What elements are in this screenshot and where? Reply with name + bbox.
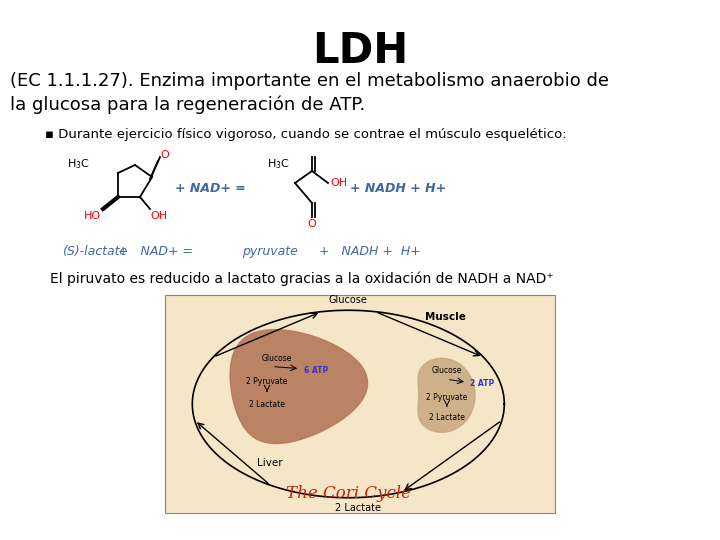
Text: 2 Lactate: 2 Lactate [249, 400, 285, 409]
Text: LDH: LDH [312, 30, 408, 72]
Text: Glucose: Glucose [432, 366, 462, 375]
Text: ▪ Durante ejercicio físico vigoroso, cuando se contrae el músculo esquelético:: ▪ Durante ejercicio físico vigoroso, cua… [45, 128, 567, 141]
Polygon shape [230, 329, 367, 443]
Text: OH: OH [330, 178, 347, 188]
Text: 2 Lactate: 2 Lactate [429, 413, 465, 422]
Text: Glucose: Glucose [262, 354, 292, 363]
Text: 6 ATP: 6 ATP [304, 366, 328, 375]
Text: O: O [307, 219, 316, 229]
Polygon shape [418, 358, 475, 433]
Text: 2 Lactate: 2 Lactate [336, 503, 382, 513]
Text: 2 Pyruvate: 2 Pyruvate [426, 393, 467, 402]
Text: + NADH + H+: + NADH + H+ [350, 181, 446, 194]
Text: (S)-lactate: (S)-lactate [63, 245, 127, 258]
Text: O: O [160, 150, 168, 160]
Text: Muscle: Muscle [426, 313, 467, 322]
Text: +   NAD+ =: + NAD+ = [117, 245, 192, 258]
Text: (EC 1.1.1.27). Enzima importante en el metabolismo anaerobio de
la glucosa para : (EC 1.1.1.27). Enzima importante en el m… [10, 72, 609, 114]
Text: H$_3$C: H$_3$C [67, 157, 90, 171]
Text: 2 Pyruvate: 2 Pyruvate [246, 377, 288, 386]
Text: + NAD+ =: + NAD+ = [175, 181, 246, 194]
Text: OH: OH [150, 211, 167, 221]
Text: +   NADH +  H+: + NADH + H+ [319, 245, 421, 258]
Bar [165, 295, 555, 513]
Text: The Cori Cycle: The Cori Cycle [286, 485, 411, 502]
Text: H$_3$C: H$_3$C [267, 157, 290, 171]
Text: pyruvate: pyruvate [242, 245, 298, 258]
Text: Glucose: Glucose [329, 295, 368, 305]
Text: El piruvato es reducido a lactato gracias a la oxidación de NADH a NAD⁺: El piruvato es reducido a lactato gracia… [50, 272, 554, 287]
Text: 2 ATP: 2 ATP [470, 379, 494, 388]
Text: HO: HO [84, 211, 101, 221]
Text: Liver: Liver [258, 458, 283, 469]
